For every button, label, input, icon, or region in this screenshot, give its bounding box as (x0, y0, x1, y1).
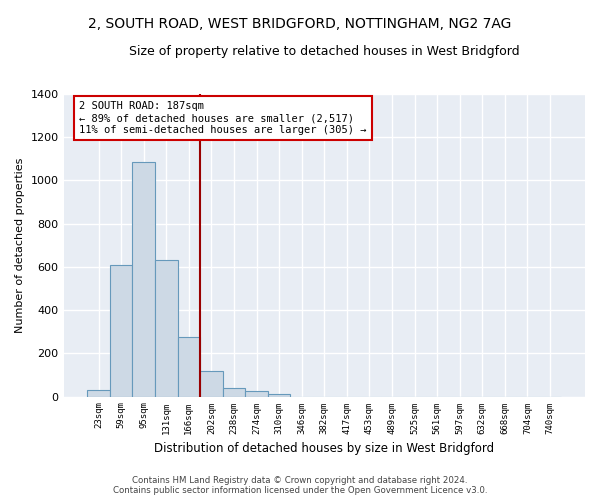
Bar (110, 264, 133, 396)
Y-axis label: Number of detached properties: Number of detached properties (15, 158, 25, 333)
Title: Size of property relative to detached houses in West Bridgford: Size of property relative to detached ho… (129, 45, 520, 58)
Bar (245, 391, 268, 396)
Bar (268, 394, 290, 396)
Bar (155, 260, 178, 396)
Bar (200, 370, 223, 396)
Bar (87, 390, 110, 396)
Bar (133, 162, 155, 396)
Text: 2, SOUTH ROAD, WEST BRIDGFORD, NOTTINGHAM, NG2 7AG: 2, SOUTH ROAD, WEST BRIDGFORD, NOTTINGHA… (88, 18, 512, 32)
X-axis label: Distribution of detached houses by size in West Bridgford: Distribution of detached houses by size … (154, 442, 494, 455)
Bar (223, 388, 245, 396)
Text: Contains HM Land Registry data © Crown copyright and database right 2024.
Contai: Contains HM Land Registry data © Crown c… (113, 476, 487, 495)
Text: 2 SOUTH ROAD: 187sqm
← 89% of detached houses are smaller (2,517)
11% of semi-de: 2 SOUTH ROAD: 187sqm ← 89% of detached h… (79, 102, 367, 134)
Bar (178, 337, 200, 396)
